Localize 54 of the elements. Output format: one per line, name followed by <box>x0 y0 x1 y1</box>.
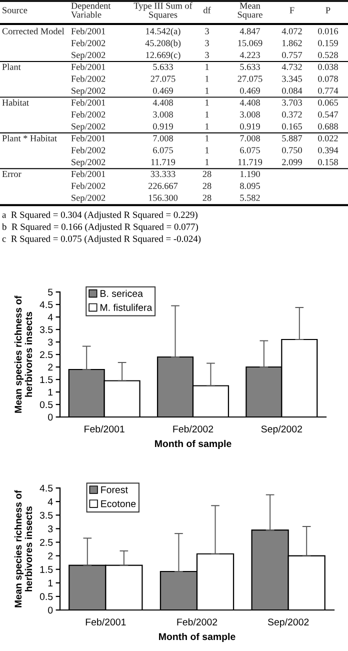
text: a R Squared = 0.304 (Adjusted R Squared = 0.229) <box>2 211 198 220</box>
x-tick-label: Feb/2001 <box>84 425 124 432</box>
y-tick-label: 4 <box>48 314 53 321</box>
y-axis-title: Mean species richness of herbivores insects <box>14 296 32 413</box>
y-tick-label: 0.5 <box>40 593 53 600</box>
text: Plant * Habitat Feb/2001 7.008 1 7.008 5.887 0.022 <box>2 134 338 142</box>
y-tick-label: 4.5 <box>40 484 53 492</box>
text: c R Squared = 0.075 (Adjusted R Squared = -0.024) <box>2 235 201 244</box>
text: Feb/2002 6.075 1 6.075 0.750 0.394 <box>71 146 338 154</box>
y-tick-label: 1.5 <box>40 566 53 573</box>
y-tick-label: 0.5 <box>40 401 53 408</box>
y-tick-label: 2 <box>48 552 53 560</box>
legend-label: B. sericea <box>100 290 143 297</box>
text: Sep/2002 0.919 1 0.919 0.165 0.688 <box>72 123 338 132</box>
text: Feb/2002 3.008 1 3.008 0.372 0.547 <box>71 111 338 118</box>
y-tick-label: 4.5 <box>40 301 53 308</box>
y-tick-label: 3 <box>48 338 53 346</box>
legend-label: Ecotone <box>101 500 136 508</box>
text: Habitat Feb/2001 4.408 1 4.408 3.703 0.065 <box>2 99 338 106</box>
y-tick-label: 3.5 <box>40 512 53 519</box>
y-tick-label: 5 <box>48 288 53 296</box>
text: Corrected Model Feb/2001 14.542(a) 3 4.847 4.072 0.016 <box>2 28 338 36</box>
y-tick-label: 2 <box>48 364 53 371</box>
text: Feb/2002 45.208(b) 3 15.069 1.862 0.159 <box>71 40 338 48</box>
text: Sep/2002 11.719 1 11.719 2.099 0.158 <box>72 159 338 168</box>
y-tick-label: 1 <box>48 580 53 586</box>
x-tick-label: Sep/2002 <box>261 425 302 434</box>
x-tick-label: Sep/2002 <box>268 618 309 628</box>
y-tick-label: 1.5 <box>40 376 53 384</box>
text: Error Feb/2001 33.333 28 1.190 <box>2 170 260 178</box>
text: Feb/2002 27.075 1 27.075 3.345 0.078 <box>71 75 338 82</box>
text: Sep/2002 0.469 1 0.469 0.084 0.774 <box>72 88 338 96</box>
y-tick-label: 3 <box>48 525 53 532</box>
y-axis-title: Mean species richness of herbivores insects <box>14 490 32 608</box>
y-tick-label: 4 <box>48 498 53 506</box>
text: Source Dependent Variable Type III Sum of Squares df Mean Square F P <box>2 2 330 20</box>
x-axis-title: Month of sample <box>155 440 232 450</box>
y-tick-label: 0 <box>48 414 53 421</box>
text: Sep/2002 156.300 28 5.582 <box>72 194 260 203</box>
text: Feb/2002 226.667 28 8.095 <box>71 182 260 190</box>
y-tick-label: 2.5 <box>40 538 53 546</box>
x-tick-label: Feb/2002 <box>177 618 218 626</box>
legend-label: M. fistulifera <box>100 304 152 311</box>
text: Sep/2002 12.669(c) 3 4.223 0.757 0.528 <box>72 52 338 60</box>
legend-label: Forest <box>101 486 128 494</box>
y-tick-label: 2.5 <box>40 351 53 358</box>
x-tick-label: Feb/2002 <box>173 425 214 432</box>
text: b R Squared = 0.166 (Adjusted R Squared = 0.077) <box>2 223 198 232</box>
y-tick-label: 3.5 <box>40 326 53 334</box>
x-axis-title: Month of sample <box>159 632 236 642</box>
y-tick-label: 0 <box>48 606 53 614</box>
text: Plant Feb/2001 5.633 1 5.633 4.732 0.038 <box>2 64 338 70</box>
y-tick-label: 1 <box>48 388 53 396</box>
x-tick-label: Feb/2001 <box>86 618 126 626</box>
